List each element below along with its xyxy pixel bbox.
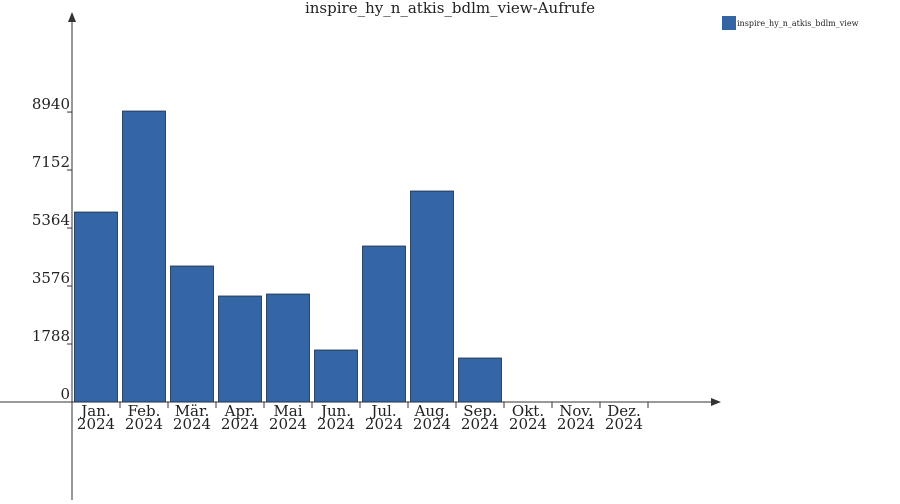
bar	[266, 293, 310, 403]
x-arrow	[711, 398, 721, 406]
bar	[170, 265, 214, 403]
bar	[218, 295, 262, 403]
x-tick-label: Dez.	[607, 402, 641, 420]
x-tick-label: 2024	[365, 415, 403, 433]
x-tick-label: 2024	[221, 415, 259, 433]
x-tick-label: 2024	[413, 415, 451, 433]
bar	[458, 357, 502, 403]
bar	[314, 349, 358, 403]
bar	[122, 110, 166, 403]
x-tick-label: 2024	[269, 415, 307, 433]
x-tick-label: Jul.	[369, 402, 396, 420]
x-tick-label: 2024	[125, 415, 163, 433]
legend-swatch	[722, 16, 736, 30]
x-tick-label: 2024	[557, 415, 595, 433]
x-tick-label: Aug.	[414, 402, 450, 420]
x-tick-label: Okt.	[512, 402, 544, 420]
x-tick-label: 2024	[605, 415, 643, 433]
x-tick-label: 2024	[509, 415, 547, 433]
x-tick-label: 2024	[173, 415, 211, 433]
x-tick-label: Feb.	[128, 402, 161, 420]
x-tick-label: Mai	[273, 402, 302, 420]
x-tick-label: Jun.	[319, 402, 351, 420]
legend-label: inspire_hy_n_atkis_bdlm_view	[737, 19, 859, 28]
y-tick-label: 0	[60, 385, 70, 403]
x-tick-label: Nov.	[559, 402, 593, 420]
bar	[74, 211, 118, 403]
chart-title: inspire_hy_n_atkis_bdlm_view-Aufrufe	[305, 0, 595, 17]
x-tick-label: 2024	[461, 415, 499, 433]
x-tick-label: Jan.	[79, 402, 110, 420]
bar	[362, 245, 406, 403]
x-tick-label: 2024	[77, 415, 115, 433]
x-tick-label: Apr.	[224, 402, 256, 420]
x-tick-label: Mär.	[175, 402, 210, 420]
y-tick-label: 7152	[32, 153, 70, 171]
x-tick-label: 2024	[317, 415, 355, 433]
y-arrow	[68, 12, 76, 22]
y-tick-label: 1788	[32, 327, 70, 345]
bar	[410, 190, 454, 403]
y-tick-label: 5364	[32, 211, 70, 229]
x-tick-label: Sep.	[463, 402, 497, 420]
y-tick-label: 8940	[32, 95, 70, 113]
y-tick-label: 3576	[32, 269, 70, 287]
